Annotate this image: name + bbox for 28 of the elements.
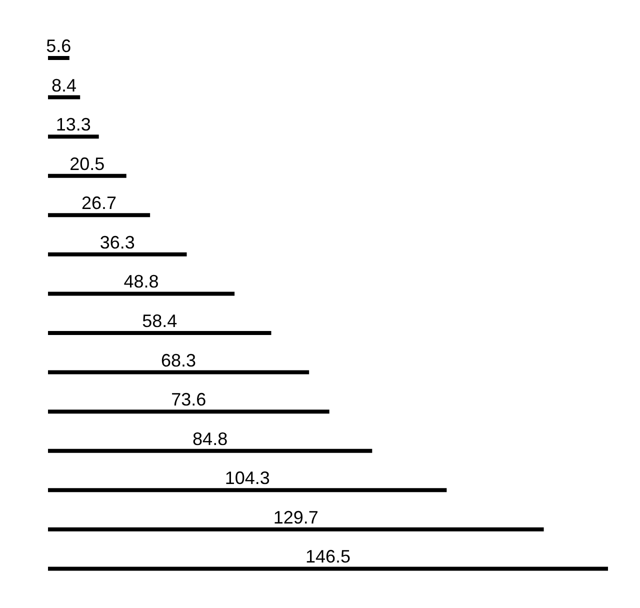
data-label: 5.6 xyxy=(46,36,72,56)
bar xyxy=(48,252,187,256)
bar xyxy=(48,134,99,139)
data-label: 26.7 xyxy=(82,193,117,214)
data-label: 73.6 xyxy=(171,390,206,410)
bar xyxy=(48,56,70,60)
bar xyxy=(48,488,447,492)
data-label: 36.3 xyxy=(100,232,135,252)
data-label: 129.7 xyxy=(273,507,318,528)
bar xyxy=(48,95,80,100)
bar xyxy=(48,370,310,374)
bar xyxy=(48,331,272,335)
data-label: 68.3 xyxy=(161,350,196,370)
data-label: 58.4 xyxy=(142,311,178,331)
data-label: 8.4 xyxy=(52,75,77,96)
data-label: 20.5 xyxy=(70,154,105,174)
data-label: 13.3 xyxy=(56,114,91,135)
data-label: 104.3 xyxy=(224,468,270,488)
bar xyxy=(48,448,372,453)
bar xyxy=(48,566,608,571)
data-label: 146.5 xyxy=(305,546,351,567)
bar xyxy=(48,410,330,414)
data-label: 48.8 xyxy=(124,272,159,292)
data-label: 84.8 xyxy=(192,428,228,449)
bar xyxy=(48,527,544,532)
bar xyxy=(48,292,235,296)
bar xyxy=(48,213,150,218)
bar xyxy=(48,174,126,178)
